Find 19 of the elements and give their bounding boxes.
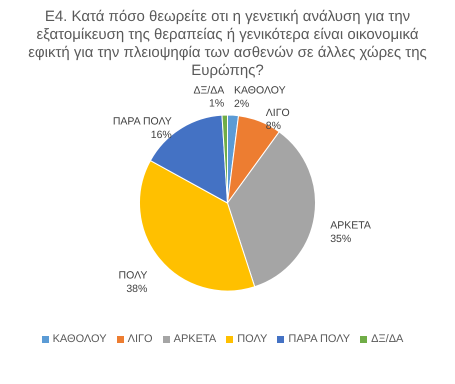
slice-label: ΛΙΓΟ <box>266 106 290 119</box>
data-label: 2% <box>234 98 250 110</box>
data-label: 8% <box>266 120 281 132</box>
legend-label: ΑΡΚΕΤΑ <box>174 333 216 345</box>
slice-label: ΔΞ/ΔΑ <box>193 84 224 97</box>
legend-label: ΚΑΘΟΛΟΥ <box>52 333 107 345</box>
data-label: 35% <box>330 232 352 245</box>
slice-label: ΚΑΘΟΛΟΥ <box>234 84 286 97</box>
data-label: 38% <box>126 282 148 295</box>
legend-label: ΛΙΓΟ <box>128 333 153 345</box>
data-label: 16% <box>150 128 172 141</box>
legend-label: ΠΟΛΥ <box>237 333 268 345</box>
slice-label: ΑΡΚΕΤΑ <box>330 220 371 232</box>
legend-label: ΔΞ/ΔΑ <box>371 333 404 345</box>
chart-title: Ε4. Κατά πόσο θεωρείτε οτι η γενετική ανάλυση για την εξατομίκευση της θεραπείας ή γενικότερα είναι οικονομικά εφικτή για την πλειοψηφία των ασθενών σε άλλες χώρες της Ευρώπης? <box>27 8 428 80</box>
slice-label: ΠΑΡΑ ΠΟΛΥ <box>112 116 172 128</box>
data-label: 1% <box>209 98 224 110</box>
slice-label: ΠΟΛΥ <box>118 270 148 282</box>
legend-label: ΠΑΡΑ ΠΟΛΥ <box>288 333 350 345</box>
